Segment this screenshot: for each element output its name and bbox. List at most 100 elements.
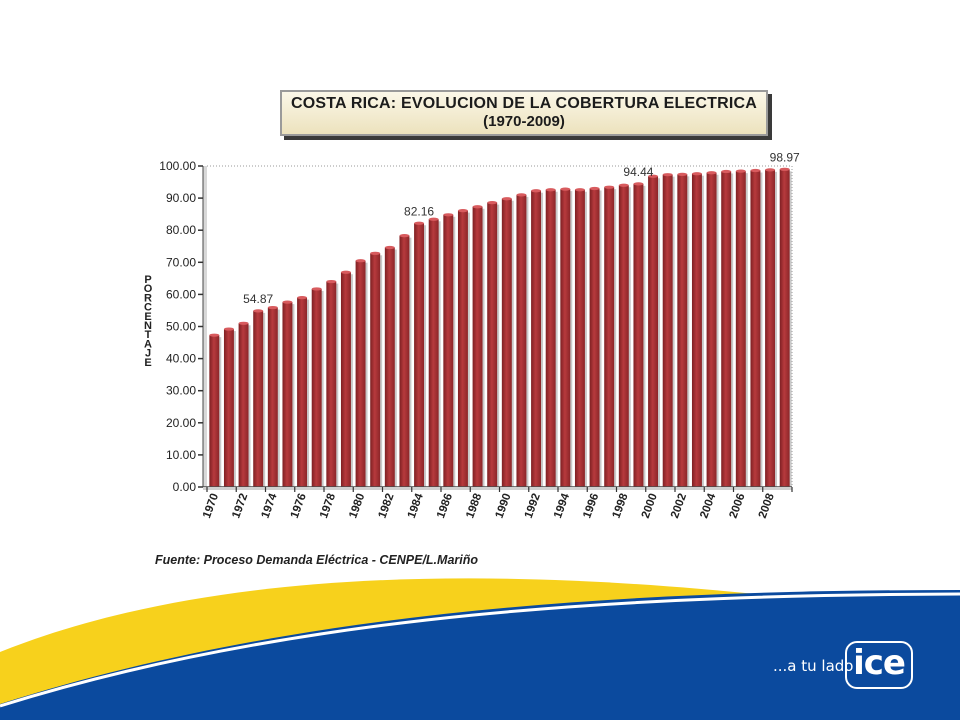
bar-1985	[428, 219, 439, 487]
blue-wave	[0, 590, 960, 720]
bar-top-2000	[648, 174, 659, 178]
brand-tagline: ...a tu lado	[773, 657, 854, 675]
bar-1980	[355, 260, 366, 487]
bar-top-1978	[326, 279, 337, 284]
x-axis-floor	[203, 487, 792, 490]
y-tick-label: 60.00	[166, 287, 196, 301]
bar-top-1995	[574, 188, 585, 192]
bar-1988	[472, 206, 483, 487]
bar-2007	[750, 170, 761, 487]
bar-1978	[326, 281, 337, 487]
bar-top-1981	[370, 251, 381, 255]
bar-top-2008	[765, 168, 776, 172]
bar-1992	[531, 190, 542, 488]
bar-top-1993	[545, 188, 556, 192]
bar-2004	[706, 172, 717, 487]
bar-1994	[560, 189, 571, 487]
y-tick-label: 10.00	[166, 448, 196, 462]
bar-1995	[574, 189, 585, 487]
bar-2001	[662, 174, 673, 488]
bar-1973	[253, 310, 264, 487]
y-tick-label: 30.00	[166, 384, 196, 398]
bar-2008	[765, 169, 776, 488]
y-tick-label: 50.00	[166, 320, 196, 334]
y-tick-label: 70.00	[166, 255, 196, 269]
bar-1998	[618, 185, 629, 487]
bar-top-1991	[516, 193, 527, 197]
bar-top-1985	[428, 217, 439, 221]
data-label-1984: 82.16	[404, 204, 434, 218]
bar-top-1975	[282, 300, 293, 304]
bar-top-1986	[443, 213, 454, 217]
bar-2000	[648, 176, 659, 487]
chart-subtitle: (1970-2009)	[483, 113, 565, 130]
bar-1991	[516, 194, 527, 487]
bar-2002	[677, 174, 688, 487]
bar-1989	[487, 202, 498, 487]
bar-top-1989	[487, 200, 498, 205]
bar-1986	[443, 214, 454, 488]
bar-top-1980	[355, 259, 366, 263]
y-tick-label: 20.00	[166, 416, 196, 430]
bar-top-1983	[399, 234, 410, 238]
y-tick-label: 0.00	[173, 480, 197, 494]
bar-top-1996	[589, 186, 600, 191]
y-tick-label: 40.00	[166, 352, 196, 366]
bar-1976	[297, 297, 308, 487]
bar-top-2002	[677, 172, 688, 176]
chart-title-box: COSTA RICA: EVOLUCION DE LA COBERTURA EL…	[280, 90, 768, 136]
bar-2003	[691, 173, 702, 488]
bar-1974	[267, 307, 278, 487]
bar-1970	[209, 335, 220, 487]
bar-top-2001	[662, 173, 673, 177]
bar-top-1974	[267, 305, 278, 310]
y-tick-label: 80.00	[166, 223, 196, 237]
y-tick-label: 90.00	[166, 191, 196, 205]
bar-1979	[340, 272, 351, 487]
bar-top-1972	[238, 321, 249, 325]
bar-1972	[238, 323, 249, 487]
bar-top-1998	[618, 183, 629, 187]
bar-2005	[721, 171, 732, 487]
bar-top-2009	[779, 167, 790, 171]
bar-1982	[384, 247, 395, 487]
bar-top-1999	[633, 182, 644, 186]
bar-top-1971	[223, 327, 234, 331]
bar-1975	[282, 302, 293, 487]
bar-1977	[311, 288, 322, 487]
bar-2009	[779, 169, 790, 487]
bar-1981	[370, 253, 381, 487]
bar-top-1992	[531, 189, 542, 193]
bar-top-1997	[604, 185, 615, 189]
bar-1987	[457, 210, 468, 487]
bar-top-1973	[253, 309, 264, 313]
bar-top-1987	[457, 209, 468, 213]
bar-1996	[589, 188, 600, 487]
chart-title: COSTA RICA: EVOLUCION DE LA COBERTURA EL…	[291, 95, 757, 112]
bar-top-2003	[691, 172, 702, 176]
bar-top-1979	[340, 270, 351, 274]
bar-top-1994	[560, 187, 571, 191]
bar-1993	[545, 189, 556, 487]
bar-top-2005	[721, 169, 732, 174]
source-note: Fuente: Proceso Demanda Eléctrica - CENP…	[155, 553, 478, 567]
ice-logo: ice	[845, 641, 913, 689]
white-stripe	[0, 592, 960, 708]
data-label-1973: 54.87	[243, 292, 273, 306]
bar-1984	[414, 223, 425, 487]
bar-2006	[735, 171, 746, 488]
bar-top-1990	[501, 197, 512, 201]
data-label-1999: 94.44	[623, 165, 653, 179]
y-tick-label: 100.00	[159, 159, 196, 173]
bar-1997	[604, 187, 615, 487]
bar-top-1982	[384, 245, 395, 250]
bar-1999	[633, 183, 644, 487]
bar-1983	[399, 235, 410, 487]
bar-top-2004	[706, 171, 717, 175]
data-label-2009: 98.97	[770, 150, 800, 164]
bar-top-1984	[414, 221, 425, 225]
bar-top-2006	[735, 169, 746, 173]
